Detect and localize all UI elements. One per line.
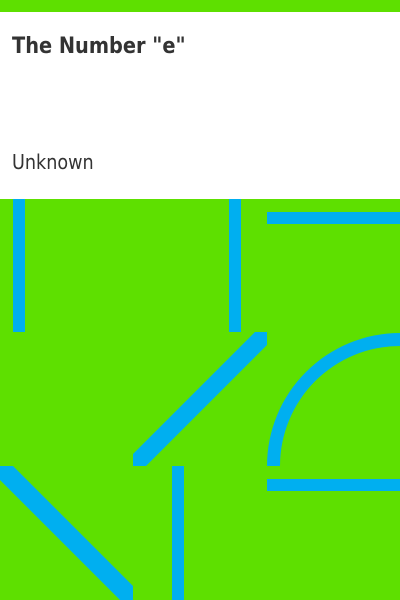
book-author: Unknown — [12, 150, 94, 174]
pattern-bar-middle — [229, 199, 241, 332]
title-panel: The Number "e" Unknown — [0, 12, 400, 199]
pattern-bar-lower-right — [267, 479, 400, 491]
geometric-pattern-graphic — [0, 199, 400, 600]
cover-pattern — [0, 199, 400, 600]
pattern-bar-left — [13, 199, 25, 332]
top-color-strip — [0, 0, 400, 12]
pattern-arc-right — [267, 333, 400, 466]
pattern-diagonal-lower-left — [0, 466, 133, 600]
book-title: The Number "e" — [12, 34, 186, 59]
pattern-diagonal-center — [133, 332, 267, 466]
pattern-bar-top-right — [267, 212, 400, 224]
pattern-bar-lower-middle — [172, 466, 184, 600]
